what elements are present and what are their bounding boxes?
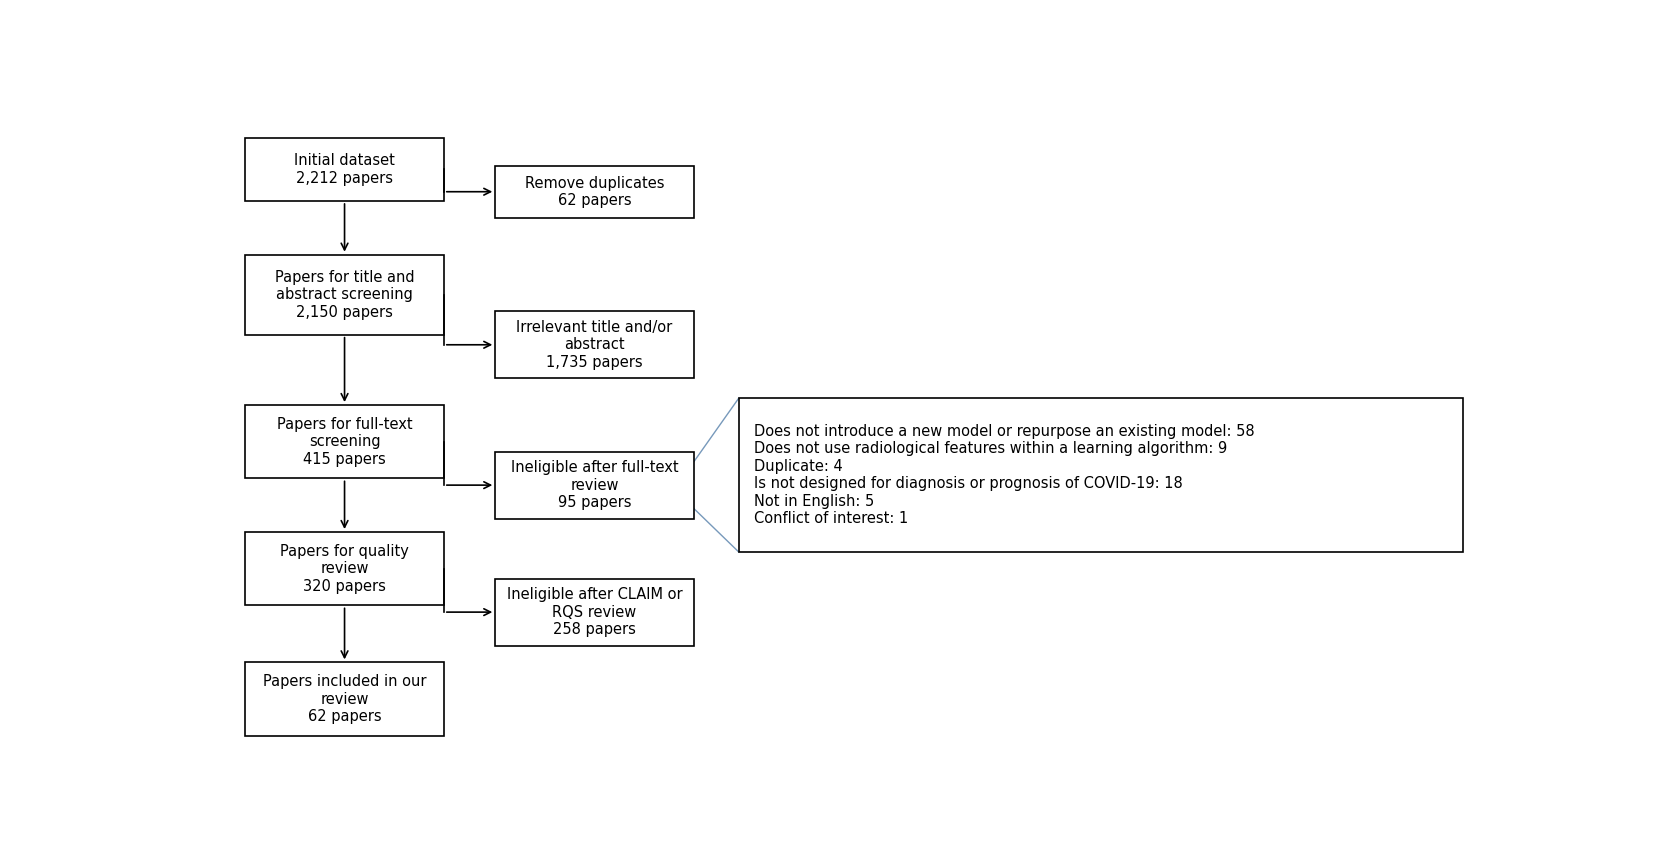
FancyBboxPatch shape (245, 254, 443, 335)
FancyBboxPatch shape (495, 451, 695, 518)
Text: Papers for quality
review
320 papers: Papers for quality review 320 papers (280, 543, 409, 594)
Text: Remove duplicates
62 papers: Remove duplicates 62 papers (524, 175, 665, 208)
FancyBboxPatch shape (739, 398, 1464, 552)
FancyBboxPatch shape (495, 579, 695, 646)
FancyBboxPatch shape (245, 662, 443, 736)
FancyBboxPatch shape (495, 312, 695, 378)
Text: Papers included in our
review
62 papers: Papers included in our review 62 papers (263, 674, 427, 724)
FancyBboxPatch shape (495, 166, 695, 218)
FancyBboxPatch shape (245, 137, 443, 201)
Text: Papers for title and
abstract screening
2,150 papers: Papers for title and abstract screening … (275, 270, 415, 319)
Text: Does not introduce a new model or repurpose an existing model: 58
Does not use r: Does not introduce a new model or repurp… (754, 424, 1255, 526)
FancyBboxPatch shape (245, 532, 443, 606)
Text: Papers for full-text
screening
415 papers: Papers for full-text screening 415 paper… (276, 417, 412, 467)
Text: Ineligible after CLAIM or
RQS review
258 papers: Ineligible after CLAIM or RQS review 258… (506, 588, 683, 637)
Text: Ineligible after full-text
review
95 papers: Ineligible after full-text review 95 pap… (511, 460, 678, 510)
Text: Irrelevant title and/or
abstract
1,735 papers: Irrelevant title and/or abstract 1,735 p… (516, 320, 673, 370)
FancyBboxPatch shape (245, 404, 443, 478)
Text: Initial dataset
2,212 papers: Initial dataset 2,212 papers (294, 153, 395, 186)
